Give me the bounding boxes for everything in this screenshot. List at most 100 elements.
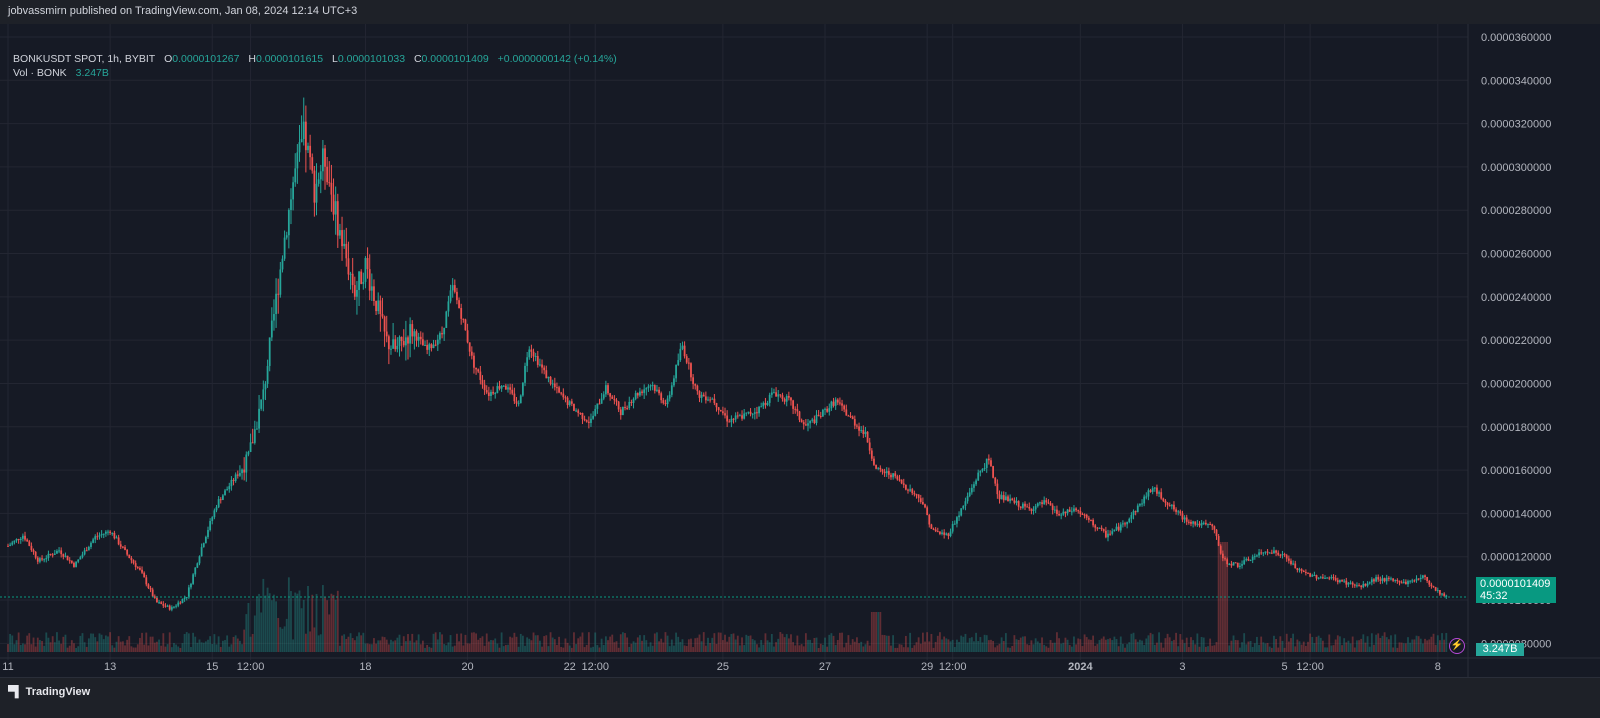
candle-body: [1181, 513, 1184, 520]
volume-bar: [296, 593, 299, 652]
volume-bar: [149, 636, 152, 652]
volume-bar: [632, 641, 635, 652]
volume-bar: [315, 593, 318, 652]
volume-bar: [1011, 646, 1014, 652]
candle-body: [173, 606, 175, 608]
candle-body: [530, 349, 533, 352]
candle-body: [551, 383, 554, 385]
candle-body: [734, 415, 737, 420]
volume-bar: [1326, 647, 1329, 652]
volume-bar: [462, 645, 465, 652]
candle-body: [1149, 490, 1152, 492]
candle-body: [139, 567, 141, 570]
volume-bar: [1168, 637, 1171, 652]
volume-bar: [770, 634, 773, 652]
tradingview-logo[interactable]: ▀▌ TradingView: [8, 686, 90, 698]
volume-bar: [73, 643, 75, 652]
candle-body: [704, 396, 707, 401]
volume-bar: [947, 639, 950, 652]
candle-body: [1147, 490, 1150, 497]
publisher-line: jobvassmirn published on TradingView.com…: [8, 5, 358, 17]
volume-bar: [766, 640, 769, 652]
candle-body: [307, 145, 309, 151]
candle-body: [277, 293, 280, 295]
volume-bar: [1173, 639, 1175, 652]
volume-bar: [721, 640, 724, 652]
candle-body: [1015, 501, 1018, 503]
volume-bar: [1070, 646, 1073, 652]
candle-body: [485, 390, 488, 393]
candle-body: [621, 406, 624, 416]
volume-bar: [194, 636, 197, 652]
volume-bar: [1407, 637, 1409, 652]
candle-body: [1360, 585, 1363, 588]
candle-body: [777, 394, 780, 397]
volume-bar: [841, 632, 843, 652]
volume-bar: [1177, 646, 1180, 652]
volume-bar: [768, 642, 771, 652]
candle-body: [709, 399, 712, 401]
candle-body: [1121, 523, 1124, 525]
candle-body: [62, 554, 65, 557]
volume-bar: [1353, 647, 1356, 652]
candle-body: [875, 464, 877, 469]
candle-body: [1204, 522, 1207, 525]
candle-body: [1179, 511, 1182, 514]
volume-bar: [934, 641, 937, 652]
candle-body: [1253, 556, 1256, 558]
volume-bar: [758, 647, 760, 652]
candle-body: [1185, 517, 1188, 522]
candle-body: [502, 385, 505, 387]
candle-body: [1139, 503, 1141, 506]
candle-body: [230, 479, 233, 487]
candle-body: [749, 411, 752, 415]
candle-body: [430, 344, 433, 349]
candle-body: [668, 394, 671, 399]
candle-body: [509, 387, 512, 390]
price-axis-label: 0.0000160000: [1481, 465, 1551, 477]
volume-bar: [1256, 636, 1258, 652]
volume-bar: [887, 635, 890, 652]
volume-bar: [600, 638, 603, 652]
legend-ohlc-row: BONKUSDT SPOT, 1h, BYBIT O0.0000101267 H…: [13, 52, 617, 66]
candle-body: [241, 469, 243, 474]
candle-body: [526, 357, 529, 366]
candle-body: [945, 533, 948, 535]
candle-body: [564, 397, 567, 399]
volume-bar: [232, 636, 235, 652]
volume-bar: [392, 641, 395, 652]
candle-body: [904, 484, 907, 490]
lightning-icon[interactable]: ⚡: [1449, 638, 1465, 654]
volume-bar: [1066, 639, 1069, 652]
candle-body: [287, 209, 290, 236]
candle-body: [279, 269, 282, 295]
candle-body: [100, 534, 103, 536]
candle-body: [753, 412, 756, 414]
chart-canvas[interactable]: 0.00000800000.00001000000.00001200000.00…: [0, 24, 1600, 677]
volume-bar: [539, 640, 541, 652]
candle-body: [1130, 515, 1133, 519]
volume-bar: [609, 636, 612, 652]
volume-bar: [524, 645, 526, 652]
candle-body: [1407, 581, 1409, 585]
candle-body: [498, 386, 501, 389]
volume-bar: [1234, 639, 1237, 652]
legend-close-label: C: [413, 53, 422, 65]
candle-body: [209, 520, 212, 531]
candle-body: [1124, 523, 1126, 525]
candle-body: [1219, 545, 1222, 554]
chart-frame[interactable]: 0.00000800000.00001000000.00001200000.00…: [0, 24, 1600, 677]
volume-bar: [641, 640, 643, 652]
candle-body: [1134, 511, 1137, 513]
candle-body: [1002, 495, 1005, 501]
candle-body: [330, 182, 333, 195]
volume-bar: [713, 633, 716, 652]
candle-body: [1039, 502, 1041, 504]
volume-bar: [430, 647, 433, 652]
candle-body: [1107, 533, 1109, 538]
volume-bar: [819, 643, 822, 652]
candle-body: [673, 378, 675, 386]
volume-bar: [781, 633, 784, 652]
volume-bar: [1075, 644, 1077, 652]
volume-bar: [1268, 646, 1271, 652]
